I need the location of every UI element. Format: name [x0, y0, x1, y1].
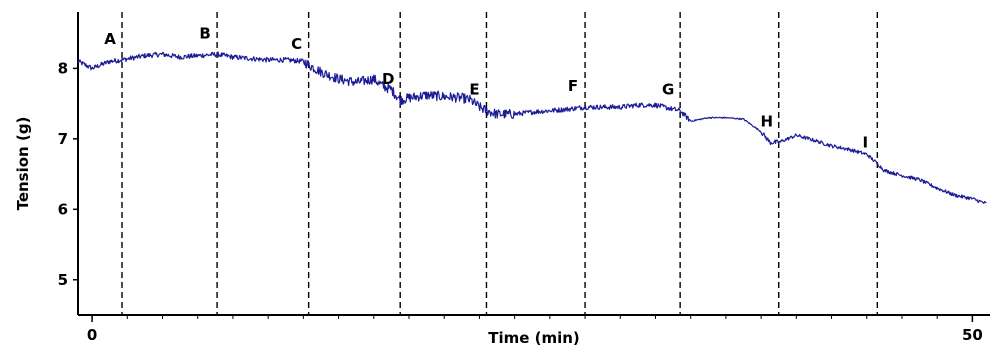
marker-label-i: I — [863, 134, 869, 152]
y-tick-label: 8 — [58, 59, 68, 77]
series-line — [77, 51, 987, 204]
marker-label-e: E — [469, 81, 479, 99]
y-tick-label: 6 — [58, 200, 68, 218]
marker-label-f: F — [568, 77, 578, 95]
marker-label-a: A — [104, 30, 116, 48]
x-tick-label: 50 — [962, 326, 983, 344]
marker-label-h: H — [760, 112, 773, 130]
marker-label-b: B — [199, 24, 210, 42]
y-tick-label: 7 — [58, 130, 68, 148]
chart-labels: 5 6 7 8 0 50 Time (min) Tension (g) A B C D E F G H I — [14, 24, 983, 345]
marker-label-d: D — [382, 70, 394, 88]
marker-label-c: C — [291, 35, 302, 53]
series-lines — [77, 51, 987, 204]
x-axis-title: Time (min) — [488, 329, 580, 345]
marker-lines — [121, 12, 879, 315]
y-axis-title: Tension (g) — [14, 117, 32, 211]
marker-label-g: G — [662, 81, 674, 99]
x-tick-label: 0 — [87, 326, 97, 344]
y-tick-label: 5 — [58, 271, 68, 289]
axes — [73, 12, 990, 322]
